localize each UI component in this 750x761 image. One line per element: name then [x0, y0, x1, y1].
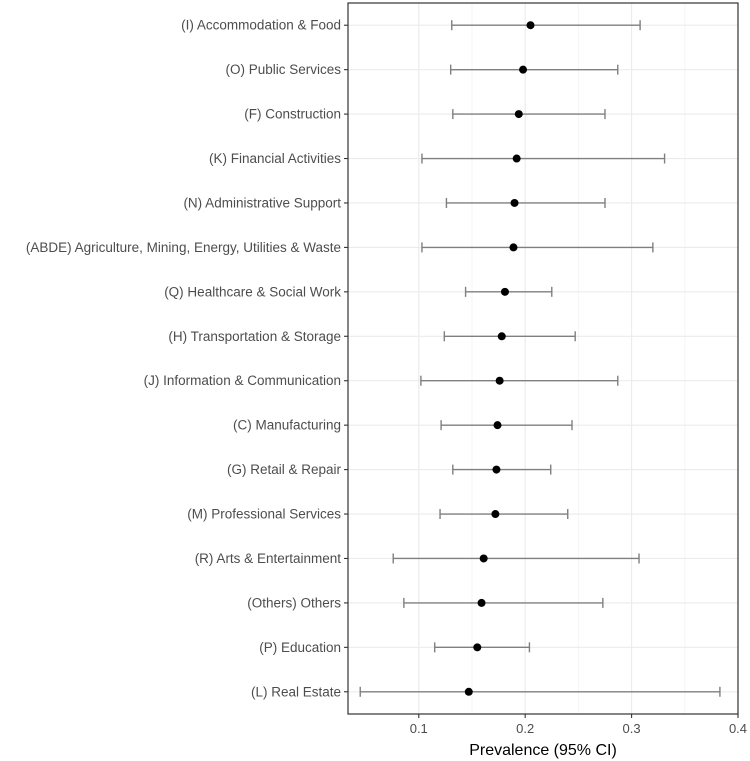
- y-tick-label: (K) Financial Activities: [209, 151, 341, 166]
- y-tick-label: (L) Real Estate: [251, 684, 341, 699]
- x-tick-label: 0.3: [623, 721, 641, 736]
- y-tick-label: (G) Retail & Repair: [227, 462, 342, 477]
- error-bar: [445, 197, 606, 208]
- y-tick-label: (M) Professional Services: [187, 507, 341, 522]
- data-points: [464, 21, 535, 696]
- error-bar: [420, 375, 619, 386]
- data-point: [526, 21, 535, 30]
- data-point: [519, 65, 528, 74]
- data-point: [479, 554, 488, 563]
- error-bar: [359, 686, 721, 697]
- y-tick-label: (N) Administrative Support: [183, 195, 341, 210]
- y-tick-label: (H) Transportation & Storage: [168, 329, 341, 344]
- data-point: [514, 110, 523, 119]
- error-bar: [403, 597, 604, 608]
- x-tick-label: 0.2: [516, 721, 534, 736]
- data-point: [491, 510, 500, 519]
- error-bar: [439, 509, 569, 520]
- error-bar: [452, 109, 606, 120]
- data-point: [497, 332, 506, 341]
- grid-lines: [348, 3, 739, 714]
- error-bar: [392, 553, 640, 564]
- x-tick-label: 0.4: [729, 721, 747, 736]
- error-bar: [421, 153, 666, 164]
- data-point: [495, 376, 504, 385]
- x-axis: 0.1 0.2 0.3 0.4: [410, 714, 747, 736]
- y-tick-label: (Others) Others: [247, 595, 341, 610]
- y-tick-label: (Q) Healthcare & Social Work: [164, 284, 341, 299]
- error-bar: [451, 20, 641, 31]
- data-point: [509, 243, 518, 252]
- y-axis: (I) Accommodation & Food (O) Public Servi…: [26, 18, 348, 699]
- x-axis-title: Prevalence (95% CI): [469, 742, 617, 759]
- error-bar: [440, 420, 573, 431]
- error-bar: [421, 242, 654, 253]
- y-tick-label: (O) Public Services: [225, 62, 341, 77]
- data-point: [464, 687, 473, 696]
- data-point: [510, 198, 519, 207]
- y-tick-label: (J) Information & Communication: [144, 373, 341, 388]
- error-bar: [443, 331, 576, 342]
- y-tick-label: (R) Arts & Entertainment: [195, 551, 342, 566]
- y-tick-label: (F) Construction: [244, 107, 341, 122]
- y-tick-label: (C) Manufacturing: [233, 418, 341, 433]
- plot-panel-border: [347, 2, 739, 715]
- x-tick-label: 0.1: [410, 721, 428, 736]
- error-bar: [449, 64, 619, 75]
- data-point: [477, 598, 486, 607]
- data-point: [473, 643, 482, 652]
- error-bar: [434, 642, 531, 653]
- y-tick-label: (I) Accommodation & Food: [181, 18, 341, 33]
- error-bars: [359, 20, 721, 697]
- data-point: [492, 465, 501, 474]
- error-bar: [452, 464, 552, 475]
- y-tick-label: (ABDE) Agriculture, Mining, Energy, Util…: [26, 240, 341, 255]
- data-point: [493, 421, 502, 430]
- y-tick-label: (P) Education: [259, 640, 341, 655]
- data-point: [512, 154, 521, 163]
- data-point: [500, 287, 509, 296]
